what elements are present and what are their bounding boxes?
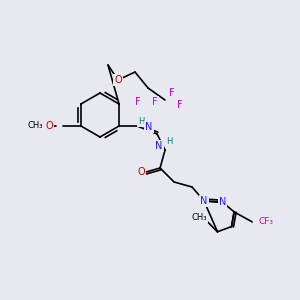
Text: F: F [169, 88, 175, 98]
Text: H: H [166, 137, 172, 146]
Text: N: N [200, 196, 208, 206]
Text: O: O [45, 121, 53, 131]
Text: CF₃: CF₃ [259, 218, 274, 226]
Text: F: F [135, 97, 141, 107]
Text: O: O [114, 75, 122, 85]
Text: N: N [155, 141, 163, 151]
Text: N: N [219, 197, 226, 207]
Text: O: O [137, 167, 145, 177]
Text: N: N [146, 122, 153, 132]
Text: H: H [138, 118, 144, 127]
Text: CH₃: CH₃ [27, 122, 43, 130]
Text: F: F [152, 97, 158, 107]
Text: CH₃: CH₃ [192, 213, 207, 222]
Text: F: F [177, 100, 183, 110]
